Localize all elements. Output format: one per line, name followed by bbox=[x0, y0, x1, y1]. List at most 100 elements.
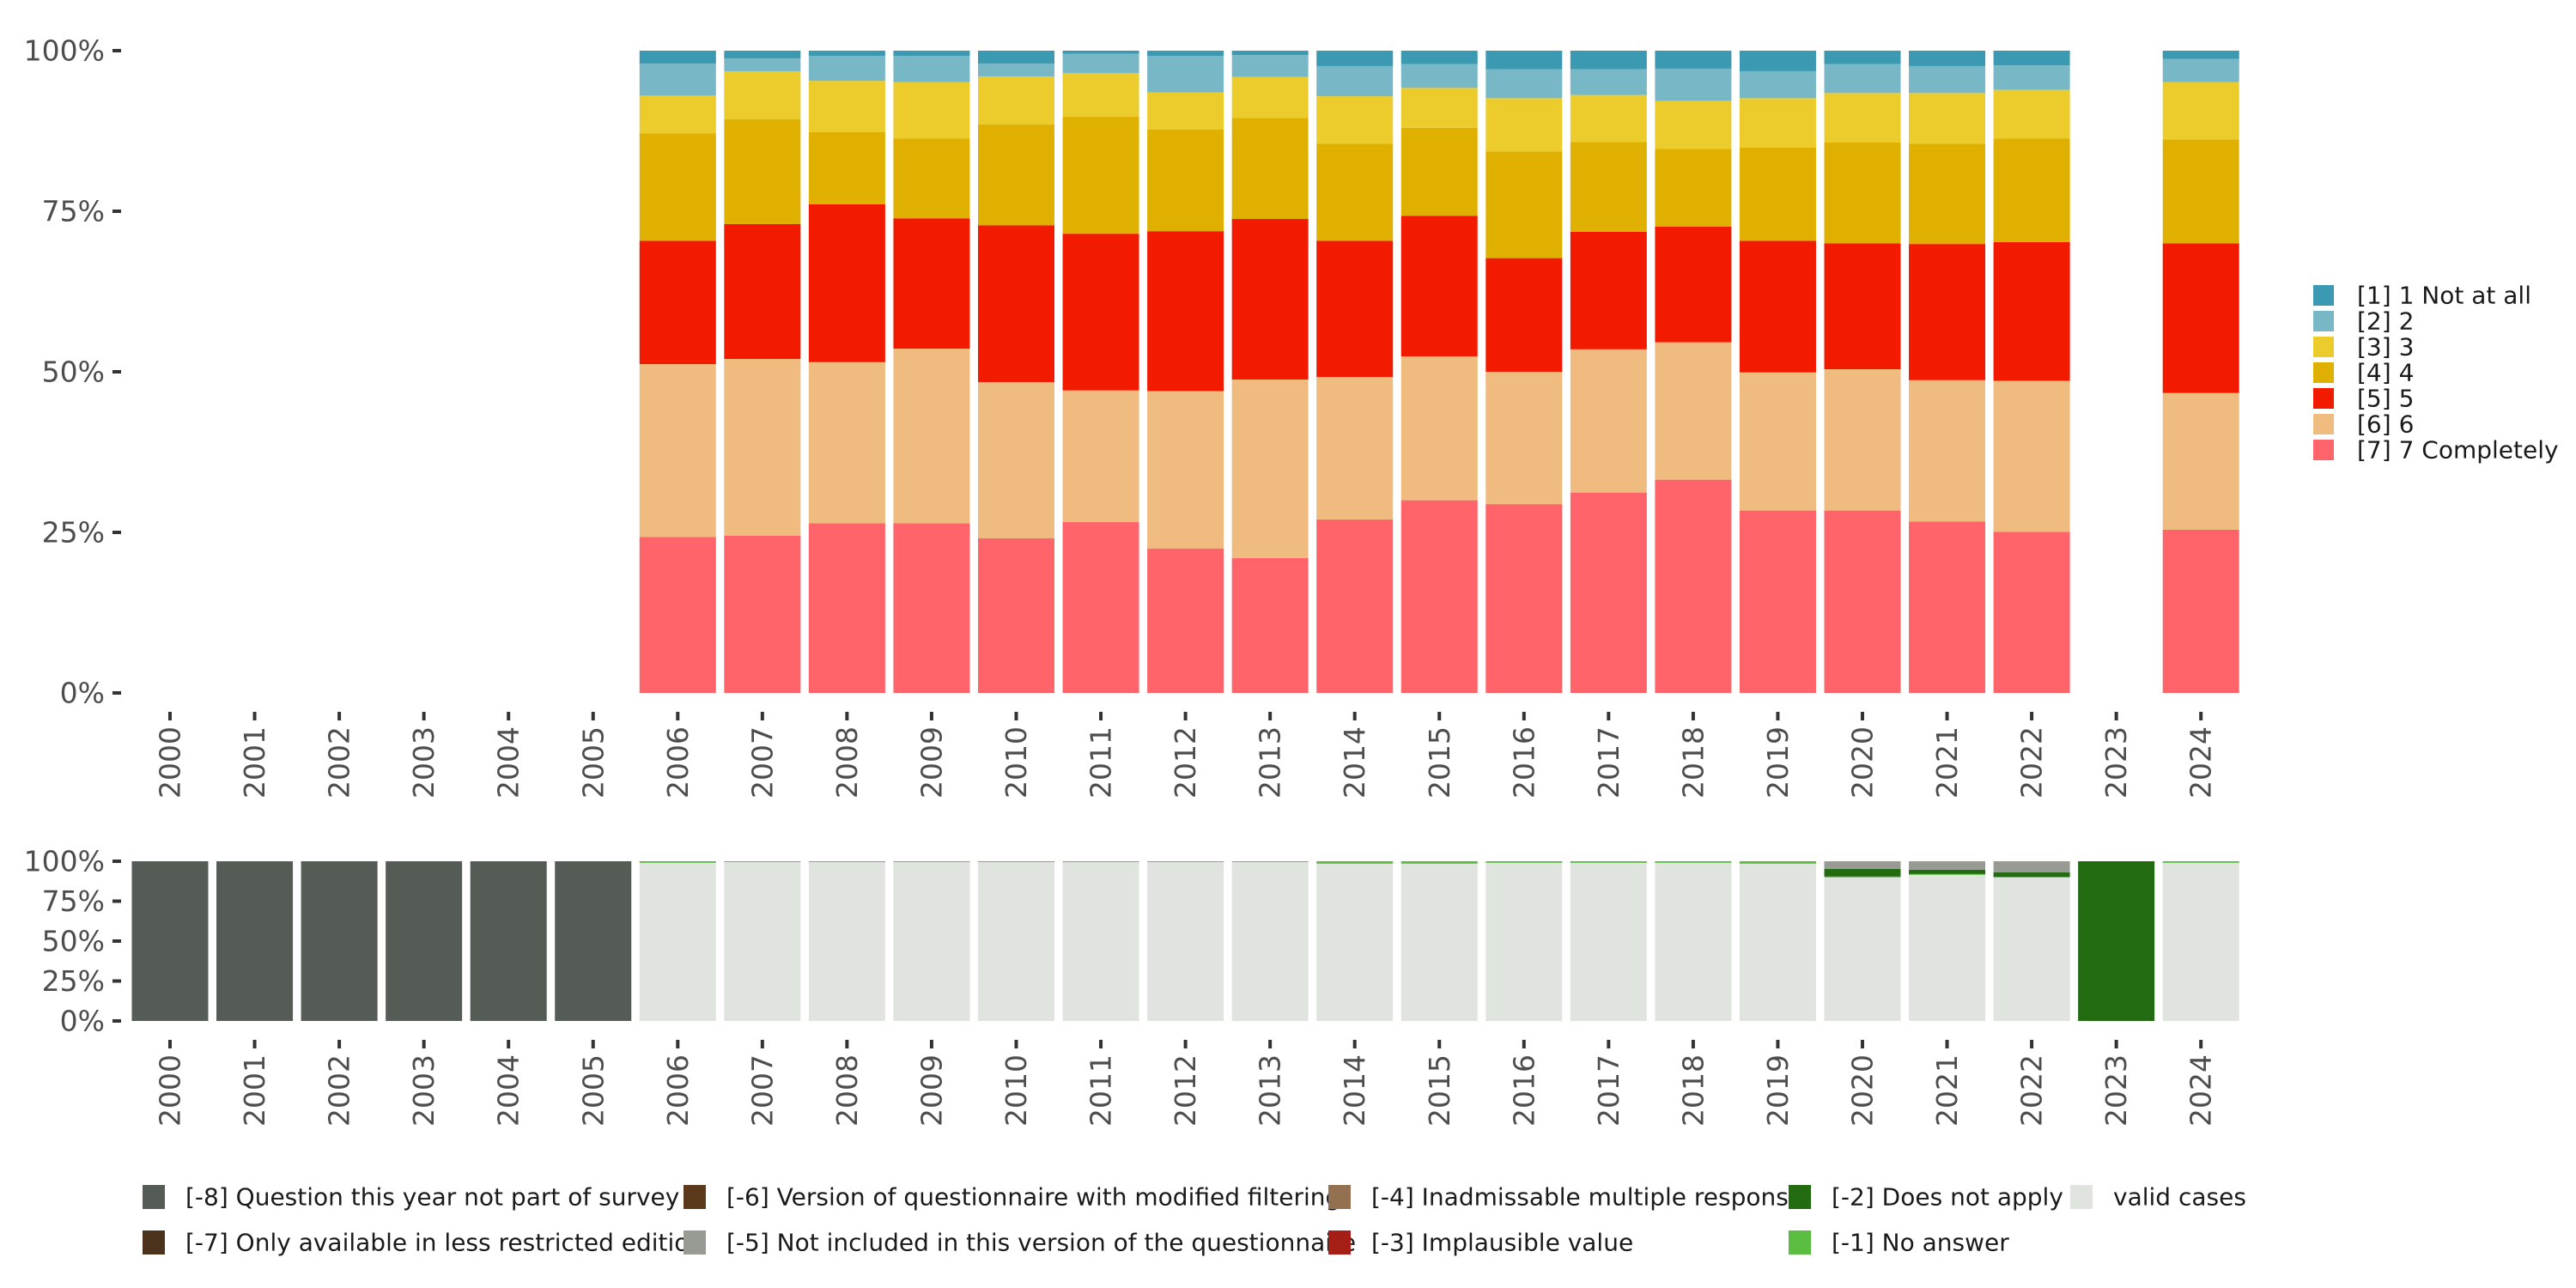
bar-segment-2024--2-2 bbox=[2162, 58, 2239, 82]
bar-segment-2007--1-no-answer bbox=[724, 861, 801, 862]
bar-segment-2014-valid-cases bbox=[1316, 863, 1394, 1021]
bar-segment-2010--5-5 bbox=[978, 225, 1054, 382]
x-tick-label: 2007 bbox=[745, 1054, 779, 1127]
bar-segment-2021--3-3 bbox=[1909, 93, 1986, 144]
bar-segment-2021--2-2 bbox=[1909, 65, 1986, 94]
x-tick-label: 2004 bbox=[492, 1054, 526, 1127]
bar-segment-2019-valid-cases bbox=[1739, 863, 1816, 1021]
bottom-plot-missing-codes: 0% 25% 50% 75% 100% 2000 2001 2002 2003 2004 2005 2… bbox=[24, 845, 2239, 1127]
bar-segment-2009--3-3 bbox=[893, 82, 970, 139]
y-tick-label: 50% bbox=[42, 355, 105, 389]
bar-segment-2007--4-4 bbox=[724, 119, 801, 224]
bar-segment-2013--1-1-not-at-all bbox=[1231, 51, 1309, 56]
x-tick-label: 2014 bbox=[1338, 726, 1371, 799]
bar-segment-2018--1-no-answer bbox=[1655, 861, 1732, 863]
x-tick-label: 2015 bbox=[1423, 726, 1456, 799]
legend-key bbox=[2313, 362, 2334, 383]
bar-segment-2019--6-6 bbox=[1739, 372, 1816, 511]
bar-segment-2009--6-6 bbox=[893, 349, 970, 524]
bar-segment-2010--6-6 bbox=[978, 381, 1054, 538]
bar-segment-2022--4-4 bbox=[1993, 138, 2070, 242]
x-tick-label: 2021 bbox=[1930, 726, 1964, 799]
bar-segment-2015--5-5 bbox=[1400, 216, 1478, 357]
bar-segment-2008--4-4 bbox=[808, 131, 885, 204]
bar-segment-2021--1-1-not-at-all bbox=[1909, 51, 1986, 66]
bar-segment-2006--6-6 bbox=[639, 364, 716, 538]
legend-key bbox=[1789, 1185, 1811, 1209]
bar-segment-2020--5-5 bbox=[1824, 243, 1901, 370]
bar-segment-2020--4-4 bbox=[1824, 142, 1901, 244]
x-tick-label: 2002 bbox=[323, 1054, 356, 1127]
legend-key bbox=[143, 1185, 165, 1209]
bar-segment-2009--5-5 bbox=[893, 218, 970, 349]
bar-segment-2023--2-does-not-apply bbox=[2078, 861, 2155, 1021]
legend-label: [-8] Question this year not part of surv… bbox=[185, 1183, 679, 1212]
x-tick-label: 2017 bbox=[1592, 726, 1625, 799]
x-tick-label: 2016 bbox=[1507, 1054, 1540, 1127]
legend-label: [-3] Implausible value bbox=[1371, 1229, 1633, 1257]
legend-label: [3] 3 bbox=[2357, 333, 2414, 361]
bar-segment-2012--2-2 bbox=[1147, 55, 1224, 93]
bar-segment-2018--7-7-completely bbox=[1655, 479, 1732, 693]
bar-segment-2013--5-5 bbox=[1231, 218, 1309, 380]
bar-segment-2009-valid-cases bbox=[893, 861, 970, 1021]
bar-segment-2022--1-1-not-at-all bbox=[1993, 51, 2070, 66]
bar-segment-2013--4-4 bbox=[1231, 118, 1309, 219]
bar-segment-2016--1-no-answer bbox=[1485, 861, 1563, 863]
bar-segment-2014--5-5 bbox=[1316, 240, 1394, 377]
bar-segment-2012--3-3 bbox=[1147, 92, 1224, 131]
bar-segment-2007--3-3 bbox=[724, 70, 801, 120]
bar-segment-2012--6-6 bbox=[1147, 391, 1224, 549]
legend-key bbox=[143, 1230, 165, 1255]
bar-segment-2007--7-7-completely bbox=[724, 535, 801, 693]
x-tick-label: 2019 bbox=[1761, 1054, 1795, 1127]
legend-label: [5] 5 bbox=[2357, 385, 2414, 413]
legend-label: [1] 1 Not at all bbox=[2357, 282, 2531, 310]
bar-segment-2017--3-3 bbox=[1570, 94, 1647, 143]
bar-segment-2006-valid-cases bbox=[639, 862, 716, 1021]
y-tick-label: 75% bbox=[42, 884, 105, 918]
x-tick-label: 2002 bbox=[323, 726, 356, 799]
bar-segment-2014--4-4 bbox=[1316, 143, 1394, 241]
y-tick-label: 75% bbox=[42, 195, 105, 228]
bar-segment-2010--4-4 bbox=[978, 125, 1054, 226]
bar-segment-2010-valid-cases bbox=[978, 861, 1054, 1021]
bar-segment-2017--4-4 bbox=[1570, 142, 1647, 232]
bar-segment-2018-valid-cases bbox=[1655, 862, 1732, 1021]
x-tick-label: 2006 bbox=[661, 1054, 695, 1127]
legend-key bbox=[683, 1185, 706, 1209]
x-tick-label: 2016 bbox=[1507, 726, 1540, 799]
x-tick-label: 2024 bbox=[2184, 1054, 2218, 1127]
x-tick-label: 2012 bbox=[1169, 726, 1202, 799]
bar-segment-2015--3-3 bbox=[1400, 88, 1478, 128]
bar-segment-2013--3-3 bbox=[1231, 76, 1309, 118]
bar-segment-2021--7-7-completely bbox=[1909, 521, 1986, 693]
x-tick-label: 2011 bbox=[1084, 726, 1118, 799]
bar-segment-2022--5-not-included-in-this-version-of-the-questionnaire bbox=[1993, 861, 2070, 873]
bar-segment-2013--1-no-answer bbox=[1231, 861, 1309, 862]
bar-segment-2014--6-6 bbox=[1316, 376, 1394, 520]
bar-segment-2013--6-6 bbox=[1231, 379, 1309, 558]
bar-segment-2006--1-1-not-at-all bbox=[639, 51, 716, 64]
bar-segment-2017-valid-cases bbox=[1570, 862, 1647, 1021]
bar-segment-2012--7-7-completely bbox=[1147, 548, 1224, 693]
bar-segment-2013-valid-cases bbox=[1231, 861, 1309, 1021]
bar-segment-2020--2-does-not-apply bbox=[1824, 868, 1901, 877]
bar-segment-2008--7-7-completely bbox=[808, 523, 885, 693]
bar-segment-2010--7-7-completely bbox=[978, 538, 1054, 693]
bar-segment-2014--3-3 bbox=[1316, 96, 1394, 144]
bar-segment-2002--8-question-this-year-not-part-of-survey bbox=[301, 861, 378, 1021]
bar-segment-2015--6-6 bbox=[1400, 356, 1478, 501]
x-tick-label: 2022 bbox=[2015, 1054, 2049, 1127]
bar-segment-2018--2-2 bbox=[1655, 68, 1732, 101]
x-tick-label: 2001 bbox=[238, 726, 271, 799]
y-tick-label: 25% bbox=[42, 516, 105, 550]
bar-segment-2011--1-no-answer bbox=[1062, 861, 1139, 862]
x-tick-label: 2000 bbox=[154, 1054, 187, 1127]
bar-segment-2020--3-3 bbox=[1824, 93, 1901, 143]
bar-segment-2022-valid-cases bbox=[1993, 877, 2070, 1021]
bar-segment-2022--6-6 bbox=[1993, 380, 2070, 532]
bar-segment-2008--6-6 bbox=[808, 361, 885, 524]
x-tick-label: 2023 bbox=[2099, 726, 2133, 799]
